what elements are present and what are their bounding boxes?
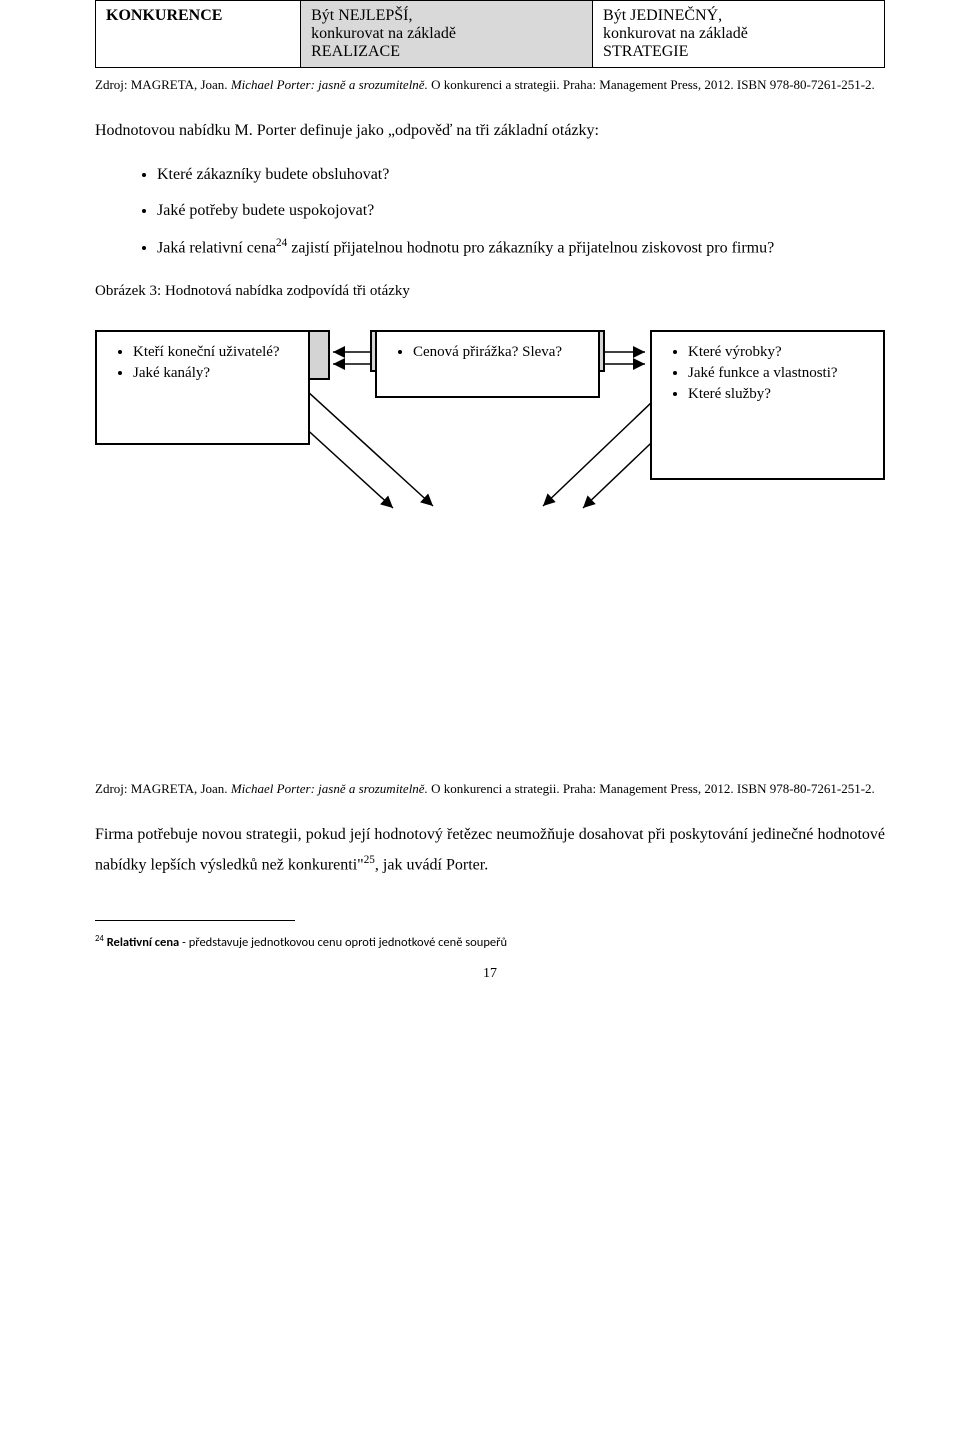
c3l2: konkurovat na základě	[603, 25, 748, 42]
src2-ital: Michael Porter: jasně a srozumitelně.	[231, 781, 428, 796]
list-item: Jaké kanály?	[133, 365, 296, 382]
figure-caption: Obrázek 3: Hodnotová nabídka zodpovídá t…	[95, 283, 885, 300]
c2l3: REALIZACE	[311, 43, 400, 60]
src1-prefix: Zdroj: MAGRETA, Joan.	[95, 77, 231, 92]
diagram-bottom-list: Cenová přirážka? Sleva?	[389, 344, 586, 361]
list-item: Cenová přirážka? Sleva?	[413, 344, 586, 361]
list-item: Které výrobky?	[688, 344, 871, 361]
competition-table: KONKURENCE Být NEJLEPŠÍ, konkurovat na z…	[95, 0, 885, 68]
source-citation-2: Zdroj: MAGRETA, Joan. Michael Porter: ja…	[95, 780, 885, 798]
list-item: Jaké potřeby budete uspokojovat?	[157, 196, 885, 226]
src1-ital: Michael Porter: jasně a srozumitelně.	[231, 77, 428, 92]
list-item: Které zákazníky budete obsluhovat?	[157, 160, 885, 190]
questions-list: Které zákazníky budete obsluhovat? Jaké …	[131, 160, 885, 264]
c2l1: Být NEJLEPŠÍ,	[311, 7, 412, 24]
conclusion-paragraph: Firma potřebuje novou strategii, pokud j…	[95, 820, 885, 880]
source-citation-1: Zdroj: MAGRETA, Joan. Michael Porter: ja…	[95, 76, 885, 94]
list-item: Které služby?	[688, 386, 871, 403]
p2b: , jak uvádí Porter.	[375, 856, 488, 873]
src2-rest: O konkurenci a strategii. Praha: Managem…	[428, 781, 875, 796]
footnote-24: 24 Relativní cena - představuje jednotko…	[95, 933, 885, 952]
src1-rest: O konkurenci a strategii. Praha: Managem…	[428, 77, 875, 92]
value-offer-diagram: Kteří zákazníci? Jaké potřeby? Kteří kon…	[95, 330, 885, 750]
list-item: Jaké funkce a vlastnosti?	[688, 365, 871, 382]
intro-paragraph: Hodnotovou nabídku M. Porter definuje ja…	[95, 116, 885, 146]
list-item: Kteří koneční uživatelé?	[133, 344, 296, 361]
th-konkurence: KONKURENCE	[106, 7, 222, 24]
p2-sup: 25	[364, 854, 375, 866]
diagram-left-list: Kteří koneční uživatelé? Jaké kanály?	[109, 344, 296, 382]
c2l2: konkurovat na základě	[311, 25, 456, 42]
li3b: zajistí přijatelnou hodnotu pro zákazník…	[287, 239, 774, 256]
c3l1: Být JEDINEČNÝ,	[603, 7, 722, 24]
fn-num: 24	[95, 934, 104, 944]
list-item: Jaká relativní cena24 zajistí přijatelno…	[157, 233, 885, 264]
c3l3: STRATEGIE	[603, 43, 688, 60]
footnote-separator	[95, 920, 295, 921]
src2-prefix: Zdroj: MAGRETA, Joan.	[95, 781, 231, 796]
fn-rest: - představuje jednotkovou cenu oproti je…	[179, 936, 507, 951]
fn-bold: Relativní cena	[104, 936, 179, 951]
p2a: Firma potřebuje novou strategii, pokud j…	[95, 826, 885, 873]
page-number: 17	[95, 966, 885, 982]
li3a: Jaká relativní cena	[157, 239, 276, 256]
diagram-right-list: Které výrobky? Jaké funkce a vlastnosti?…	[664, 344, 871, 403]
li3-sup: 24	[276, 237, 287, 249]
